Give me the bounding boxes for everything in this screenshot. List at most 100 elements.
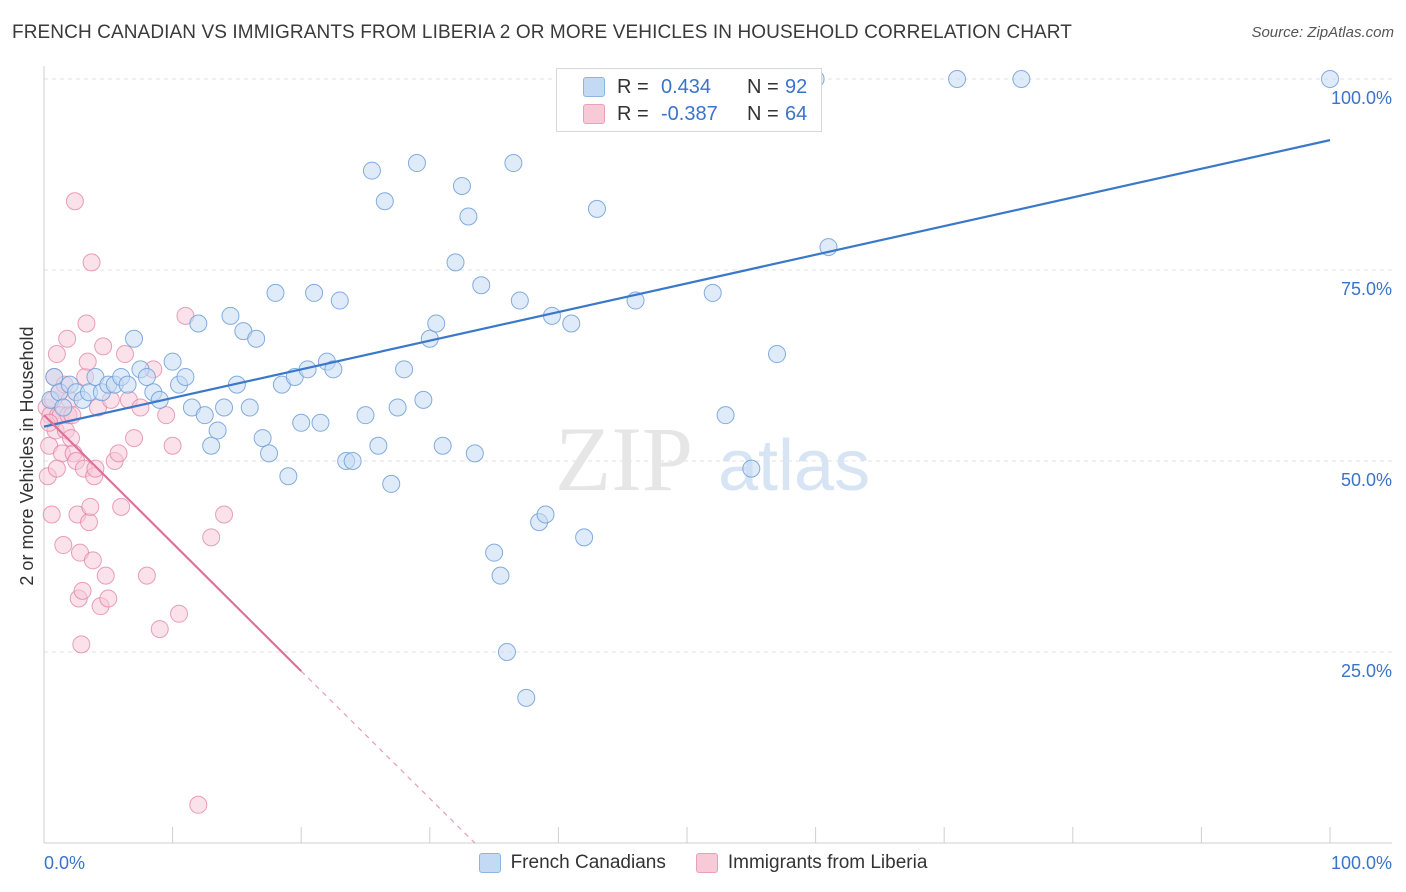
trend-line-liberia	[43, 414, 302, 672]
data-point-liberia	[73, 581, 92, 600]
axes	[43, 66, 1392, 844]
data-point-french-canadians	[240, 398, 259, 417]
gridlines	[44, 78, 1392, 653]
data-point-liberia	[42, 505, 61, 524]
data-point-french-canadians	[305, 283, 324, 302]
data-point-french-canadians	[279, 467, 298, 486]
data-point-french-canadians	[260, 444, 279, 463]
data-point-french-canadians	[703, 283, 722, 302]
data-point-french-canadians	[330, 291, 349, 310]
legend-n-label: N =	[747, 102, 779, 125]
x-tick-label: 0.0%	[44, 853, 85, 873]
data-point-french-canadians	[472, 276, 491, 295]
data-point-french-canadians	[369, 436, 388, 455]
legend-n-value: 92	[785, 75, 808, 98]
chart-title: FRENCH CANADIAN VS IMMIGRANTS FROM LIBER…	[12, 22, 1072, 43]
data-point-french-canadians	[768, 345, 787, 364]
data-point-liberia	[189, 795, 208, 814]
data-point-french-canadians	[253, 429, 272, 448]
data-point-french-canadians	[195, 406, 214, 425]
data-point-french-canadians	[118, 375, 137, 394]
data-point-liberia	[150, 620, 169, 639]
data-point-french-canadians	[414, 390, 433, 409]
data-point-french-canadians	[459, 207, 478, 226]
data-point-french-canadians	[1321, 70, 1339, 88]
data-point-french-canadians	[497, 643, 516, 661]
legend-row-liberia: R = -0.387 N = 64	[583, 101, 807, 127]
data-point-french-canadians	[375, 192, 394, 211]
data-point-french-canadians	[407, 154, 426, 173]
data-point-french-canadians	[427, 314, 446, 333]
data-point-french-canadians	[575, 528, 594, 547]
data-point-french-canadians	[137, 367, 156, 386]
data-point-french-canadians	[266, 283, 285, 302]
y-tick-label: 100.0%	[1331, 88, 1392, 108]
legend-r-value: -0.387	[661, 102, 718, 125]
data-point-liberia	[47, 459, 66, 478]
data-point-french-canadians	[343, 452, 362, 470]
data-point-french-canadians	[395, 360, 414, 379]
data-point-french-canadians	[517, 688, 536, 707]
data-point-liberia	[137, 566, 156, 585]
data-point-french-canadians	[292, 413, 311, 432]
legend-swatch-pink	[695, 853, 718, 873]
data-point-liberia	[40, 413, 59, 432]
data-point-french-canadians	[433, 436, 452, 455]
data-point-french-canadians	[536, 505, 555, 524]
legend-r-label: R =	[617, 75, 649, 98]
data-point-french-canadians	[388, 398, 407, 417]
trend-lines	[43, 139, 1331, 844]
y-axis-label: 2 or more Vehicles in Household	[17, 326, 37, 585]
data-point-liberia	[157, 406, 176, 425]
watermark-atlas: atlas	[718, 426, 870, 506]
data-point-liberia	[215, 505, 234, 524]
data-point-liberia	[54, 536, 73, 555]
data-point-liberia	[163, 436, 182, 455]
y-tick-label: 75.0%	[1341, 279, 1392, 299]
data-point-french-canadians	[176, 367, 195, 386]
trend-line-french-canadians	[43, 139, 1331, 428]
data-point-liberia	[96, 566, 115, 585]
data-point-liberia	[99, 589, 118, 608]
data-point-liberia	[112, 497, 131, 516]
data-point-liberia	[78, 352, 97, 371]
data-point-liberia	[65, 192, 84, 211]
data-point-french-canadians	[215, 398, 234, 417]
data-point-french-canadians	[221, 306, 240, 325]
series-french-canadians-points	[41, 70, 1339, 707]
data-point-french-canadians	[362, 161, 381, 180]
data-point-french-canadians	[54, 398, 73, 417]
data-point-liberia	[58, 329, 77, 348]
data-point-liberia	[94, 337, 113, 356]
legend-r-value: 0.434	[661, 75, 712, 98]
legend-n-label: N =	[747, 75, 779, 98]
data-point-french-canadians	[491, 566, 510, 585]
series-legend: French Canadians Immigrants from Liberia	[0, 852, 1406, 874]
data-point-french-canadians	[45, 367, 64, 386]
legend-swatch-blue	[583, 77, 605, 97]
data-point-french-canadians	[587, 199, 606, 218]
watermark: ZIP atlas	[555, 408, 870, 510]
x-tick-label: 100.0%	[1331, 853, 1392, 873]
data-point-french-canadians	[452, 176, 471, 195]
data-point-french-canadians	[247, 329, 266, 348]
data-point-french-canadians	[163, 352, 182, 371]
correlation-legend: R = 0.434 N = 92 R = -0.387 N = 64	[556, 68, 822, 132]
data-point-liberia	[81, 497, 100, 516]
data-point-french-canadians	[1012, 70, 1031, 88]
data-point-french-canadians	[356, 406, 375, 425]
data-point-french-canadians	[485, 543, 504, 562]
data-point-french-canadians	[202, 436, 221, 455]
data-point-liberia	[202, 528, 221, 547]
data-point-french-canadians	[446, 253, 465, 272]
data-point-french-canadians	[716, 406, 735, 425]
data-point-french-canadians	[948, 70, 967, 88]
data-point-liberia	[109, 444, 128, 463]
legend-r-label: R =	[617, 102, 649, 125]
data-point-french-canadians	[504, 154, 523, 173]
legend-swatch-pink	[583, 104, 605, 124]
chart-source: Source: ZipAtlas.com	[1251, 24, 1394, 41]
data-point-french-canadians	[742, 459, 761, 478]
data-point-french-canadians	[324, 360, 343, 379]
